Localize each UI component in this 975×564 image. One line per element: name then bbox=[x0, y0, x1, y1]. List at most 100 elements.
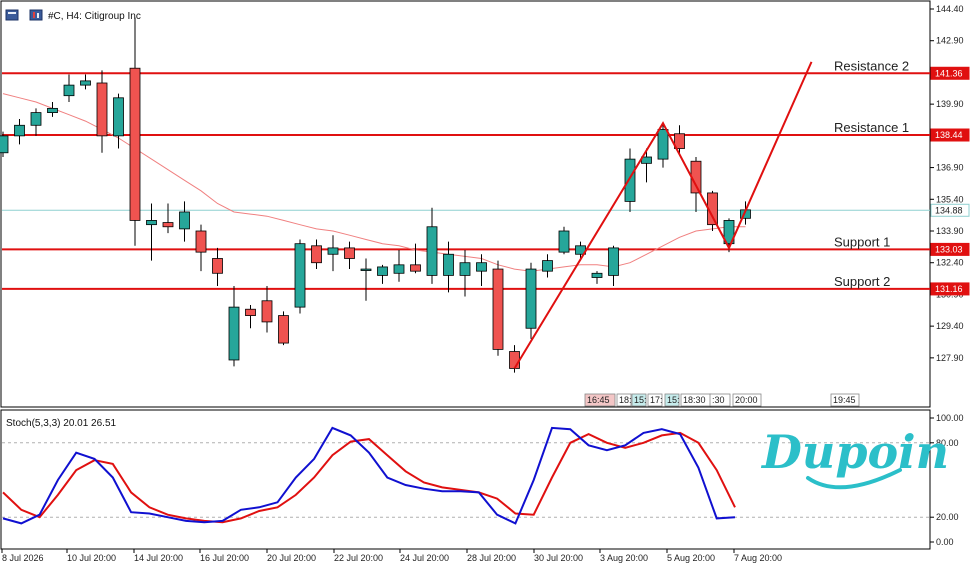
candle[interactable] bbox=[0, 131, 9, 157]
stoch-tick-label: 100.00 bbox=[936, 413, 964, 423]
candle-body bbox=[228, 306, 240, 361]
candle-body bbox=[245, 308, 256, 316]
stoch-pane[interactable] bbox=[0, 409, 931, 550]
time-box-label: 18:30 bbox=[683, 395, 706, 405]
price-tick-label: 139.90 bbox=[936, 99, 964, 109]
price-tag-box bbox=[930, 242, 970, 256]
pattern-line bbox=[513, 61, 813, 369]
price-tag-label: 138.44 bbox=[935, 130, 963, 140]
time-tick-label: 14 Jul 20:00 bbox=[134, 553, 183, 563]
candle[interactable] bbox=[426, 207, 438, 284]
time-tick-label: 7 Aug 20:00 bbox=[734, 553, 782, 563]
candle[interactable] bbox=[47, 102, 58, 117]
candle[interactable] bbox=[30, 108, 42, 136]
candle[interactable] bbox=[113, 93, 124, 149]
candle[interactable] bbox=[360, 258, 372, 301]
candle[interactable] bbox=[245, 305, 256, 329]
candle[interactable] bbox=[179, 201, 190, 242]
candle[interactable] bbox=[393, 250, 405, 282]
candle[interactable] bbox=[443, 241, 454, 293]
time-box: :30 bbox=[709, 393, 731, 407]
time-tick-label: 22 Jul 20:00 bbox=[334, 553, 383, 563]
candle-body bbox=[261, 300, 273, 323]
candle[interactable] bbox=[294, 239, 306, 314]
time-tick-label: 28 Jul 20:00 bbox=[467, 553, 516, 563]
candle-body bbox=[195, 230, 207, 253]
candle[interactable] bbox=[674, 125, 685, 155]
time-tick-label: 16 Jul 20:00 bbox=[200, 553, 249, 563]
candle[interactable] bbox=[162, 203, 174, 234]
time-box-frame bbox=[664, 393, 680, 407]
candle[interactable] bbox=[525, 262, 537, 339]
candle[interactable] bbox=[195, 224, 207, 272]
candle[interactable] bbox=[14, 118, 25, 145]
price-tag-label: 141.36 bbox=[935, 68, 963, 78]
candle[interactable] bbox=[476, 254, 487, 286]
candle-body bbox=[509, 351, 520, 369]
candle[interactable] bbox=[311, 239, 322, 270]
candle[interactable] bbox=[377, 264, 388, 284]
candle[interactable] bbox=[63, 74, 75, 103]
candle-body bbox=[674, 133, 685, 149]
candle[interactable] bbox=[410, 243, 421, 274]
candle-body bbox=[624, 158, 636, 202]
time-tick-label: 24 Jul 20:00 bbox=[400, 553, 449, 563]
price-tag: 138.44 bbox=[930, 128, 970, 142]
candle[interactable] bbox=[558, 226, 570, 255]
price-tick-label: 136.90 bbox=[936, 163, 964, 173]
time-axis: 8 Jul 2026 10 Jul 20:00 14 Jul 20:00 16 Jul… bbox=[1, 549, 782, 563]
candle-body bbox=[459, 262, 471, 276]
candle[interactable] bbox=[80, 74, 91, 90]
candle[interactable] bbox=[344, 241, 355, 270]
candle[interactable] bbox=[228, 285, 240, 367]
time-box-frame bbox=[631, 393, 647, 407]
candle[interactable] bbox=[542, 254, 553, 278]
candle[interactable] bbox=[212, 247, 223, 286]
level-label: Resistance 2 bbox=[834, 58, 909, 73]
price-tick-label: 129.40 bbox=[936, 321, 964, 331]
time-tick-label: 30 Jul 20:00 bbox=[534, 553, 583, 563]
time-box-frame bbox=[830, 393, 860, 407]
candle[interactable] bbox=[657, 123, 669, 168]
candle-body bbox=[311, 245, 322, 264]
candle[interactable] bbox=[146, 203, 157, 261]
candle[interactable] bbox=[261, 285, 273, 333]
time-box-frame bbox=[647, 393, 663, 407]
main-pane[interactable] bbox=[0, 0, 931, 408]
price-tag: 141.36 bbox=[930, 66, 970, 80]
price-tag: 131.16 bbox=[930, 282, 970, 296]
candle[interactable] bbox=[129, 17, 141, 246]
price-tick-label: 135.40 bbox=[936, 194, 964, 204]
candle-body bbox=[212, 258, 223, 274]
time-box: 20:00 bbox=[732, 393, 762, 407]
stoch-tick-label: 0.00 bbox=[936, 537, 954, 547]
time-box-frame bbox=[584, 393, 616, 407]
price-tag-label: 134.88 bbox=[935, 205, 963, 215]
candle[interactable] bbox=[624, 148, 636, 212]
price-tags: 141.36 138.44 134.88 133.03 131.16 bbox=[930, 66, 970, 296]
candle-body bbox=[657, 129, 669, 160]
brand-logo: Dupoin bbox=[760, 425, 949, 490]
level-label: Support 1 bbox=[834, 234, 890, 249]
window-icon[interactable] bbox=[5, 9, 19, 21]
candle-body bbox=[146, 220, 157, 226]
chart-type-icon-bar2 bbox=[37, 13, 39, 18]
candle-body bbox=[476, 262, 487, 272]
price-tag-box bbox=[930, 203, 970, 217]
candle[interactable] bbox=[459, 250, 471, 297]
candle-body bbox=[0, 135, 9, 154]
chart-type-icon[interactable] bbox=[29, 9, 43, 21]
candle[interactable] bbox=[608, 245, 619, 286]
time-box: 19:45 bbox=[830, 393, 860, 407]
candle-body bbox=[492, 268, 504, 350]
candle[interactable] bbox=[327, 235, 339, 272]
candle-body bbox=[344, 247, 355, 259]
candle[interactable] bbox=[492, 260, 504, 356]
candle-body bbox=[443, 253, 454, 276]
candle[interactable] bbox=[278, 311, 289, 346]
time-tick-label: 3 Aug 20:00 bbox=[600, 553, 648, 563]
candle-body bbox=[162, 222, 174, 228]
candle[interactable] bbox=[591, 271, 603, 284]
candle[interactable] bbox=[96, 70, 108, 153]
